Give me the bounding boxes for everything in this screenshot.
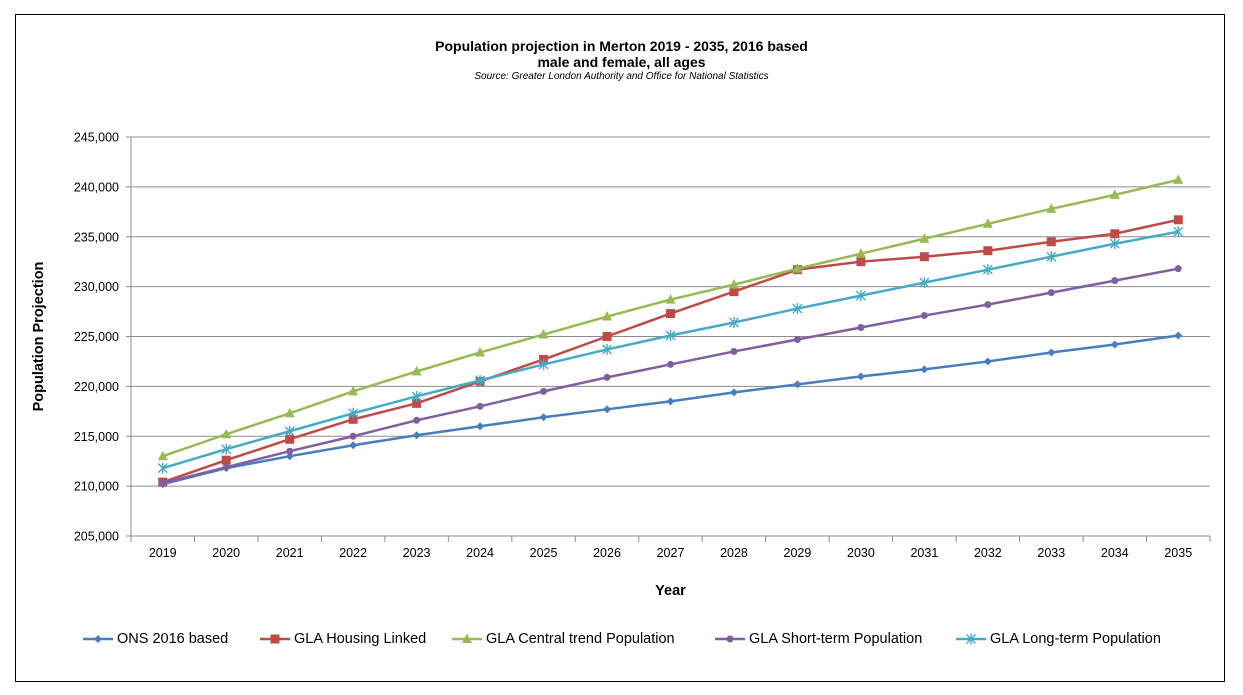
data-point [667, 361, 674, 368]
x-tick-label: 2025 [530, 546, 558, 560]
y-tick-label: 220,000 [74, 380, 119, 394]
data-point [921, 312, 928, 319]
data-point [476, 422, 484, 430]
data-point [413, 417, 420, 424]
data-point [983, 246, 992, 255]
legend-item: GLA Central trend Population [451, 631, 675, 647]
data-point [793, 380, 801, 388]
data-point [857, 372, 865, 380]
series-line [163, 220, 1179, 482]
data-point [477, 403, 484, 410]
data-point [603, 332, 612, 341]
data-point [1110, 229, 1119, 238]
x-tick-label: 2020 [212, 546, 240, 560]
x-tick-label: 2029 [784, 546, 812, 560]
series-line [163, 232, 1179, 468]
data-point [1175, 265, 1182, 272]
data-point [857, 324, 864, 331]
data-point [540, 413, 548, 421]
chart-legend: ONS 2016 based GLA Housing Linked GLA Cent… [0, 631, 1243, 651]
x-tick-label: 2026 [593, 546, 621, 560]
legend-swatch [82, 632, 114, 646]
legend-item: GLA Long-term Population [955, 631, 1161, 647]
data-point [730, 388, 738, 396]
data-point [603, 405, 611, 413]
legend-item: GLA Housing Linked [259, 631, 426, 647]
y-tick-label: 240,000 [74, 180, 119, 194]
y-tick-label: 235,000 [74, 230, 119, 244]
legend-marker [271, 635, 280, 644]
data-point [920, 365, 928, 373]
y-tick-label: 210,000 [74, 480, 119, 494]
x-tick-label: 2031 [910, 546, 938, 560]
x-tick-label: 2032 [974, 546, 1002, 560]
data-point [286, 448, 293, 455]
data-point [349, 441, 357, 449]
x-tick-label: 2034 [1101, 546, 1129, 560]
data-point [1111, 340, 1119, 348]
x-tick-label: 2022 [339, 546, 367, 560]
data-point [1111, 277, 1118, 284]
y-axis-label: Population Projection [31, 262, 47, 412]
legend-label: GLA Short-term Population [749, 631, 922, 647]
data-point [223, 464, 230, 471]
legend-label: GLA Long-term Population [990, 631, 1161, 647]
x-tick-label: 2030 [847, 546, 875, 560]
x-axis-label: Year [655, 583, 686, 599]
y-tick-label: 230,000 [74, 280, 119, 294]
data-point [794, 336, 801, 343]
series-line [163, 336, 1179, 485]
legend-swatch [259, 632, 291, 646]
legend-label: GLA Central trend Population [486, 631, 675, 647]
data-point [1048, 289, 1055, 296]
x-tick-label: 2027 [657, 546, 685, 560]
data-point [666, 309, 675, 318]
legend-label: GLA Housing Linked [294, 631, 426, 647]
data-point [984, 301, 991, 308]
data-point [920, 252, 929, 261]
x-tick-label: 2035 [1164, 546, 1192, 560]
data-point [984, 357, 992, 365]
series-ons-2016-based [159, 332, 1183, 489]
data-point [1047, 237, 1056, 246]
data-point [222, 456, 231, 465]
data-point [856, 257, 865, 266]
data-point [604, 374, 611, 381]
data-point [540, 388, 547, 395]
y-tick-label: 205,000 [74, 530, 119, 544]
x-tick-label: 2024 [466, 546, 494, 560]
legend-marker [94, 635, 102, 643]
legend-swatch [451, 632, 483, 646]
data-point [413, 431, 421, 439]
x-tick-label: 2019 [149, 546, 177, 560]
data-point [1174, 332, 1182, 340]
legend-swatch [955, 632, 987, 646]
x-tick-label: 2028 [720, 546, 748, 560]
legend-swatch [714, 632, 746, 646]
y-tick-label: 215,000 [74, 430, 119, 444]
data-point [159, 480, 166, 487]
legend-marker [727, 636, 734, 643]
data-point [1173, 174, 1183, 184]
legend-item: ONS 2016 based [82, 631, 228, 647]
x-tick-label: 2021 [276, 546, 304, 560]
y-tick-label: 245,000 [74, 131, 119, 145]
x-tick-label: 2033 [1037, 546, 1065, 560]
legend-item: GLA Short-term Population [714, 631, 922, 647]
y-tick-label: 225,000 [74, 330, 119, 344]
x-tick-label: 2023 [403, 546, 431, 560]
data-point [667, 397, 675, 405]
legend-label: ONS 2016 based [117, 631, 228, 647]
data-point [350, 433, 357, 440]
data-point [1174, 215, 1183, 224]
data-point [730, 348, 737, 355]
data-point [1047, 348, 1055, 356]
